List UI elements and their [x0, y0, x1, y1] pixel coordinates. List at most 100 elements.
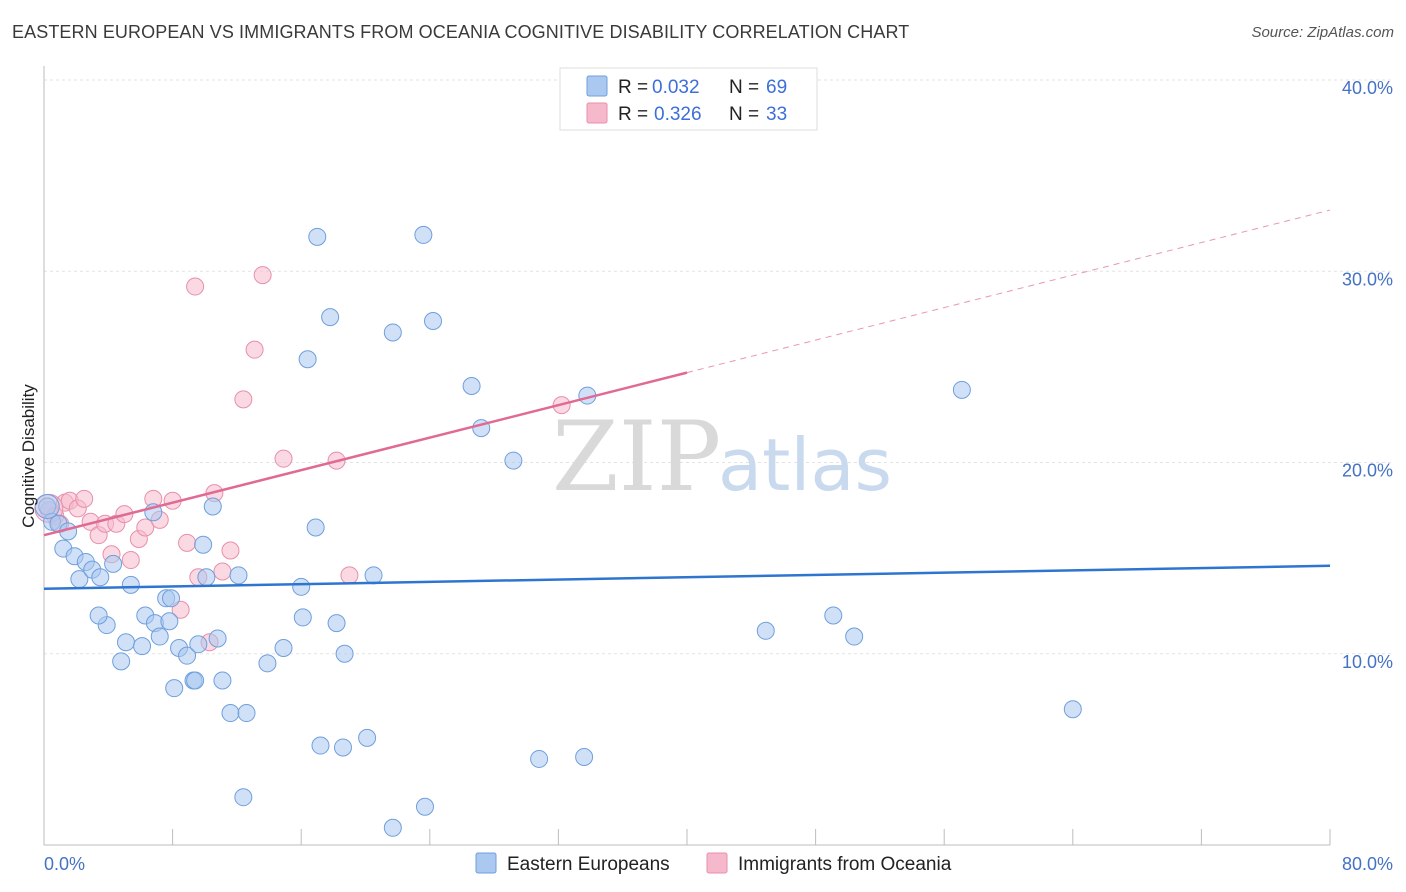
legend-swatch-pink: [586, 102, 608, 124]
data-point-eastern-european: [194, 535, 213, 554]
legend-r-value-2: 0.326: [654, 104, 702, 125]
data-point-eastern-european: [414, 225, 433, 244]
axes: [43, 66, 1331, 846]
series-legend-label-blue: Eastern Europeans: [507, 854, 670, 875]
legend-n-value-1: 69: [766, 77, 787, 98]
data-point-eastern-european: [104, 554, 123, 573]
data-point-eastern-european: [462, 377, 481, 395]
x-tick-label: 80.0%: [1342, 854, 1393, 874]
trend-lines: [43, 209, 1331, 590]
data-point-eastern-european: [121, 575, 140, 594]
legend-r-value-1: 0.032: [652, 77, 700, 98]
x-tick-label: 0.0%: [44, 854, 85, 874]
y-tick-label: 10.0%: [1342, 652, 1393, 672]
data-point-oceania: [178, 533, 197, 552]
watermark-atlas: atlas: [718, 423, 892, 507]
data-point-eastern-european: [234, 788, 253, 807]
data-point-oceania: [186, 277, 205, 296]
data-point-eastern-european: [308, 227, 327, 246]
series-eastern-europeans: [34, 225, 1082, 837]
data-point-eastern-european: [298, 350, 317, 369]
data-point-eastern-european: [756, 621, 775, 640]
data-point-eastern-european: [237, 704, 256, 723]
y-tick-label: 20.0%: [1342, 461, 1393, 481]
data-point-eastern-european: [424, 311, 443, 330]
data-point-eastern-european: [321, 308, 340, 327]
y-axis-label: Cognitive Disability: [19, 384, 38, 528]
data-point-eastern-european: [292, 577, 311, 596]
data-point-eastern-european: [186, 671, 205, 690]
data-point-eastern-european: [116, 633, 135, 652]
data-point-eastern-european: [258, 654, 277, 673]
data-point-eastern-european: [415, 797, 434, 816]
data-point-eastern-european: [221, 704, 240, 723]
trend-line-oceania: [43, 371, 688, 537]
data-point-eastern-european: [34, 493, 60, 519]
data-point-eastern-european: [364, 566, 383, 585]
legend-n-label-1: N =: [729, 77, 759, 98]
data-point-oceania: [171, 600, 190, 619]
data-point-oceania: [245, 340, 264, 359]
chart-title: EASTERN EUROPEAN VS IMMIGRANTS FROM OCEA…: [12, 22, 910, 42]
data-point-oceania: [274, 449, 293, 468]
data-point-eastern-european: [165, 679, 184, 698]
trend-line-eastern-europeans: [43, 564, 1331, 590]
data-point-eastern-european: [824, 606, 843, 625]
data-point-oceania: [234, 390, 253, 409]
x-tick-labels: 0.0% 80.0%: [44, 854, 1393, 874]
legend-n-value-2: 33: [766, 104, 787, 125]
data-point-eastern-european: [383, 323, 402, 342]
data-point-eastern-european: [208, 629, 227, 648]
data-point-oceania: [253, 266, 272, 285]
data-point-eastern-european: [112, 652, 131, 671]
data-point-oceania: [221, 541, 240, 560]
chart-source: Source: ZipAtlas.com: [1251, 24, 1394, 41]
trend-line-oceania-extension: [686, 209, 1331, 374]
data-point-eastern-european: [575, 748, 594, 767]
data-point-eastern-european: [178, 646, 197, 665]
y-tick-labels: 10.0% 20.0% 30.0% 40.0%: [1342, 78, 1393, 672]
series-legend-swatch-blue: [475, 852, 497, 874]
data-point-eastern-european: [383, 818, 402, 837]
data-point-eastern-european: [189, 635, 208, 654]
data-point-eastern-european: [1063, 700, 1082, 719]
series-legend: Eastern Europeans Immigrants from Oceani…: [475, 852, 952, 875]
data-point-eastern-european: [358, 728, 377, 747]
data-point-eastern-european: [133, 637, 152, 656]
series-legend-label-pink: Immigrants from Oceania: [738, 854, 952, 875]
series-legend-swatch-pink: [706, 852, 728, 874]
data-point-eastern-european: [952, 380, 971, 399]
data-point-eastern-european: [530, 749, 549, 768]
data-point-eastern-european: [845, 627, 864, 646]
data-point-eastern-european: [150, 627, 169, 646]
legend-n-label-2: N =: [729, 104, 759, 125]
data-point-eastern-european: [504, 451, 523, 470]
data-point-eastern-european: [306, 518, 325, 537]
data-point-oceania: [213, 562, 232, 581]
data-point-oceania: [75, 489, 94, 508]
data-point-eastern-european: [333, 738, 352, 757]
data-point-eastern-european: [160, 612, 179, 631]
y-tick-label: 30.0%: [1342, 269, 1393, 289]
data-point-eastern-european: [229, 566, 248, 585]
legend-r-label-1: R =: [618, 77, 648, 98]
data-point-oceania: [136, 518, 155, 537]
watermark-zip: ZIP: [552, 401, 721, 513]
data-point-eastern-european: [213, 671, 232, 690]
data-point-eastern-european: [335, 644, 354, 663]
data-point-eastern-european: [203, 497, 222, 516]
data-point-oceania: [340, 566, 359, 585]
data-point-eastern-european: [89, 606, 108, 625]
data-point-eastern-european: [91, 568, 110, 587]
data-point-oceania: [121, 551, 140, 570]
data-point-eastern-european: [327, 614, 346, 633]
watermark: ZIP atlas: [552, 401, 892, 513]
legend-swatch-blue: [586, 75, 608, 97]
y-tick-label: 40.0%: [1342, 78, 1393, 98]
data-point-eastern-european: [311, 736, 330, 755]
legend-r-label-2: R =: [618, 104, 648, 125]
data-point-eastern-european: [161, 589, 180, 608]
stats-legend: R = 0.032 N = 69 R = 0.326 N = 33: [559, 67, 818, 131]
data-point-eastern-european: [293, 608, 312, 627]
